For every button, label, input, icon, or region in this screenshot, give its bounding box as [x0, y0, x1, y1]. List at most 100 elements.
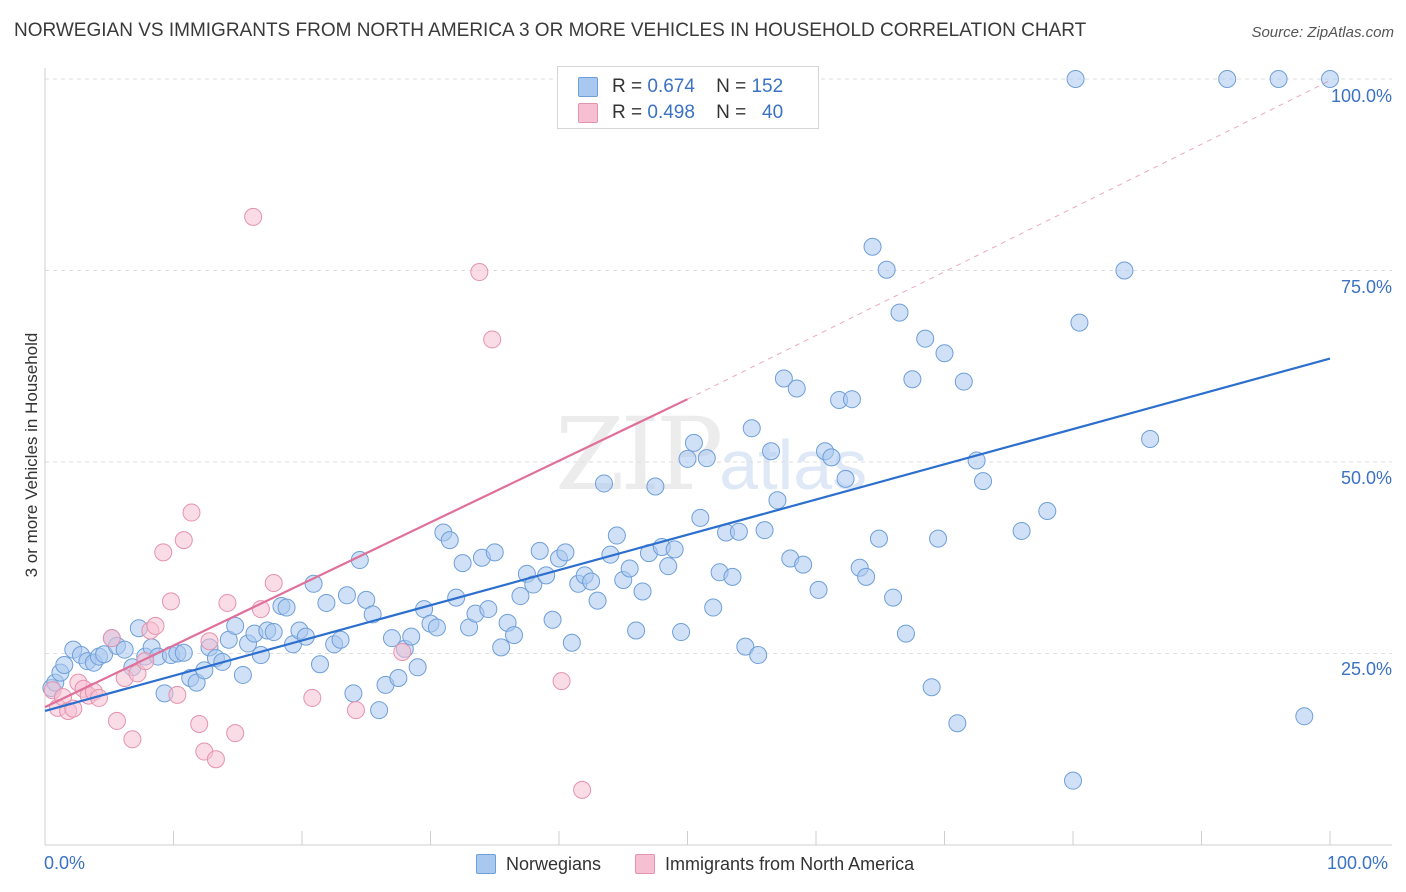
norwegians-point: [877, 260, 896, 279]
x-tick-label-min: 0.0%: [44, 853, 86, 873]
norwegians-legend-swatch: [476, 854, 496, 874]
norwegians-point: [492, 638, 511, 657]
norwegians-point: [836, 469, 855, 488]
norwegians-point: [809, 580, 828, 599]
norwegians-point: [556, 543, 575, 562]
norwegians-point: [857, 567, 876, 586]
legend-label-immigrants: Immigrants from North America: [665, 853, 915, 874]
immigrants-point: [206, 750, 225, 769]
r-label: R =: [612, 102, 643, 123]
norwegians-point: [691, 508, 710, 527]
legend-item-immigrants[interactable]: Immigrants from North America: [635, 854, 914, 875]
immigrants-point: [552, 672, 571, 691]
series-legend: Norwegians Immigrants from North America: [476, 852, 948, 876]
norwegians-point: [1141, 430, 1160, 449]
norwegians-point: [543, 610, 562, 629]
norwegians-point: [1295, 707, 1314, 726]
legend-row-norwegians: R = 0.674 N = 152: [578, 75, 783, 99]
immigrants-point: [182, 503, 201, 522]
norwegians-point: [317, 593, 336, 612]
norwegians-point: [646, 477, 665, 496]
norwegians-point: [749, 646, 768, 665]
x-tick-label-max: 100.0%: [1327, 853, 1389, 873]
immigrants-point: [264, 574, 283, 593]
norwegians-point: [331, 630, 350, 649]
norwegians-point: [863, 237, 882, 256]
norwegians-point: [233, 665, 252, 684]
immigrants-point: [303, 688, 322, 707]
norwegians-point: [511, 587, 530, 606]
norwegians-point: [226, 616, 245, 635]
immigrants-point: [107, 711, 126, 730]
norwegians-point: [954, 372, 973, 391]
y-tick-label-50: 50.0%: [1340, 468, 1392, 488]
y-tick-label-25: 25.0%: [1340, 659, 1392, 679]
norwegians-point: [115, 640, 134, 659]
norwegians-point: [1218, 70, 1237, 88]
norwegians-point: [822, 448, 841, 467]
norwegians-point: [562, 633, 581, 652]
immigrants-point: [123, 730, 142, 749]
norwegians-point: [842, 390, 861, 409]
y-tick-label-75: 75.0%: [1340, 277, 1392, 297]
norwegians-point: [485, 543, 504, 562]
norwegians-point: [1070, 313, 1089, 332]
norwegians-point: [929, 529, 948, 548]
norwegians-point: [453, 554, 472, 573]
norwegians-point: [736, 637, 755, 656]
norwegians-point: [684, 433, 703, 452]
immigrants-swatch: [578, 103, 598, 123]
immigrants-point: [470, 263, 489, 282]
norwegians-point: [588, 591, 607, 610]
norwegians-point: [697, 449, 716, 468]
norwegians-trend-line: [44, 357, 1331, 713]
norwegians-point: [884, 588, 903, 607]
immigrants-point: [346, 701, 365, 720]
correlation-legend: R = 0.674 N = 152 R = 0.498 N = 40: [557, 66, 819, 129]
norwegians-point: [896, 624, 915, 643]
norwegians-point: [1321, 70, 1339, 88]
norwegians-point: [729, 522, 748, 541]
norwegians-point: [479, 600, 498, 619]
immigrants-point: [154, 543, 173, 562]
norwegians-point: [948, 714, 967, 733]
norwegians-point: [678, 449, 697, 468]
immigrants-point: [102, 629, 121, 648]
watermark-atlas: atlas: [719, 426, 868, 504]
legend-item-norwegians[interactable]: Norwegians: [476, 854, 601, 875]
norwegians-point: [762, 442, 781, 461]
norwegians-point: [382, 629, 401, 648]
immigrants-point: [393, 642, 412, 661]
n-label: N =: [716, 76, 747, 97]
norwegians-point: [402, 627, 421, 646]
immigrants-point: [573, 780, 592, 799]
immigrants-point: [174, 531, 193, 550]
norwegians-point: [787, 379, 806, 398]
immigrants-legend-swatch: [635, 854, 656, 874]
norwegians-point: [659, 557, 678, 576]
norwegians-point: [310, 655, 329, 674]
immigrants-point: [244, 207, 263, 226]
norwegians-point: [742, 419, 761, 438]
norwegians-point: [530, 541, 549, 560]
norwegians-point: [774, 369, 793, 388]
norwegians-point: [607, 526, 626, 545]
norwegians-swatch: [578, 77, 598, 97]
y-axis-label: 3 or more Vehicles in Household: [22, 332, 41, 578]
norwegians-point: [620, 559, 639, 578]
norwegians-point: [594, 474, 613, 493]
norwegians-point: [974, 472, 993, 491]
norwegians-point: [55, 655, 74, 674]
norwegians-point: [755, 521, 774, 540]
immigrants-point: [226, 724, 245, 743]
immigrants-point: [161, 592, 180, 611]
r-value: 0.674: [647, 76, 695, 97]
n-value: 40: [762, 102, 784, 123]
norwegians-point: [344, 684, 363, 703]
norwegians-point: [582, 572, 601, 591]
norwegians-point: [363, 605, 382, 624]
immigrants-trend-line: [44, 398, 688, 709]
immigrants-point: [483, 330, 502, 349]
n-value: 152: [751, 76, 784, 97]
